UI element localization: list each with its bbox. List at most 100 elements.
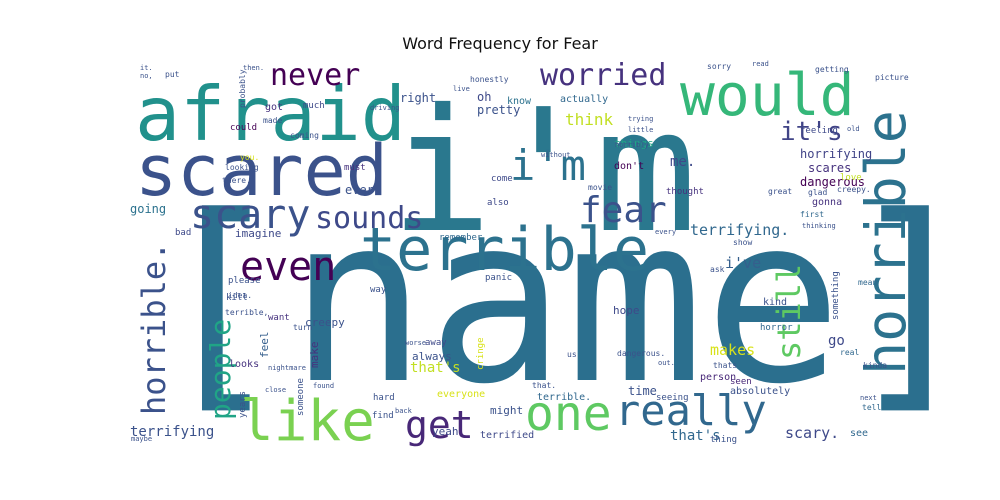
word-27: me. [670, 154, 695, 170]
word-119: horribly [615, 141, 649, 149]
word-8: scary [190, 192, 310, 238]
word-52: see [850, 428, 868, 439]
word-108: turn [293, 323, 312, 332]
word-124: read [752, 60, 769, 68]
word-64: also [487, 198, 509, 208]
word-40: actually [560, 94, 608, 105]
word-15: sounds [315, 201, 423, 236]
word-1: i'm [390, 73, 697, 271]
word-55: feel [258, 332, 271, 359]
word-61: thought [666, 187, 704, 197]
word-106: idea. [228, 291, 252, 300]
word-133: out. [658, 359, 675, 367]
word-129: driving [370, 104, 400, 112]
word-41: don't [614, 161, 644, 172]
word-53: always [412, 350, 452, 363]
word-84: hard [373, 393, 395, 403]
word-94: real [840, 348, 859, 357]
word-14: even [240, 244, 336, 290]
word-45: imagine [235, 227, 281, 240]
chart-title: Word Frequency for Fear [402, 34, 598, 53]
word-37: oh [477, 90, 491, 104]
word-126: next [860, 394, 877, 402]
word-71: years [238, 391, 248, 418]
word-58: much [303, 101, 325, 111]
word-103: looking [225, 163, 259, 172]
word-34: go [828, 333, 845, 349]
word-123: then. [243, 64, 264, 72]
word-32: scares [808, 161, 851, 175]
word-72: thing [710, 435, 737, 445]
word-49: might [490, 404, 523, 417]
word-70: terrified [480, 430, 534, 441]
word-16: get [405, 403, 474, 447]
word-11: really [615, 386, 767, 435]
word-105: you. [240, 153, 259, 162]
word-75: panic [485, 273, 512, 283]
word-76: way [370, 285, 387, 295]
word-17: people [204, 319, 237, 420]
word-43: going [130, 202, 166, 216]
word-50: yeah [432, 425, 459, 438]
word-81: could [230, 123, 257, 133]
word-91: great [768, 187, 792, 196]
word-82: bad [175, 228, 191, 238]
word-118: thinking [802, 222, 836, 230]
word-89: first [800, 210, 824, 219]
word-5: would [680, 61, 855, 129]
word-77: find [372, 411, 394, 421]
word-51: gonna [812, 197, 842, 208]
word-101: coming [290, 131, 319, 140]
word-36: pretty [477, 103, 520, 117]
word-39: know [507, 96, 532, 107]
word-54: make [308, 342, 321, 369]
word-78: want [268, 313, 290, 323]
word-19: worried [540, 58, 666, 93]
word-10: horrible. [135, 242, 173, 415]
word-46: creepy [305, 316, 345, 329]
word-13: fear [580, 190, 667, 231]
word-65: come [491, 174, 513, 184]
word-125: maybe [131, 435, 152, 443]
word-63: remember [439, 233, 483, 243]
word-104: there. [222, 176, 251, 185]
word-28: terrifying [130, 424, 214, 440]
word-25: makes [710, 341, 755, 359]
word-60: feeling [800, 126, 838, 136]
word-92: mean [858, 278, 877, 287]
word-113: that. [532, 381, 556, 390]
word-102: made [263, 116, 282, 125]
word-111: thats [713, 361, 737, 370]
word-38: right [400, 91, 436, 105]
word-30: scary. [785, 424, 839, 442]
word-62: love [840, 173, 862, 183]
word-67: terrible. [537, 392, 591, 403]
word-115: movie [588, 183, 612, 192]
word-114: us [567, 350, 577, 359]
word-6: horrible [854, 110, 918, 375]
word-21: it's [780, 117, 843, 147]
word-120: without [541, 151, 571, 159]
word-42: things [614, 137, 654, 150]
word-80: kill [226, 293, 248, 303]
word-74: away [425, 338, 447, 348]
word-86: something [831, 271, 841, 320]
word-29: that's [670, 428, 721, 444]
word-83: cringe [476, 337, 486, 370]
word-134: found [313, 382, 334, 390]
word-24: think [565, 110, 614, 129]
word-88: seeing [656, 393, 689, 403]
word-7: like [240, 389, 375, 454]
word-31: dangerous [800, 175, 865, 189]
word-35: time [628, 384, 657, 398]
word-96: picture [875, 73, 909, 82]
word-100: put [165, 70, 180, 79]
word-44: ever [345, 183, 374, 197]
word-0: [name] [150, 168, 981, 435]
word-18: still [770, 264, 808, 360]
word-23: i've [725, 254, 761, 272]
word-66: everyone [437, 389, 485, 400]
word-26: horrifying [800, 147, 872, 161]
word-121: it. [140, 64, 153, 72]
